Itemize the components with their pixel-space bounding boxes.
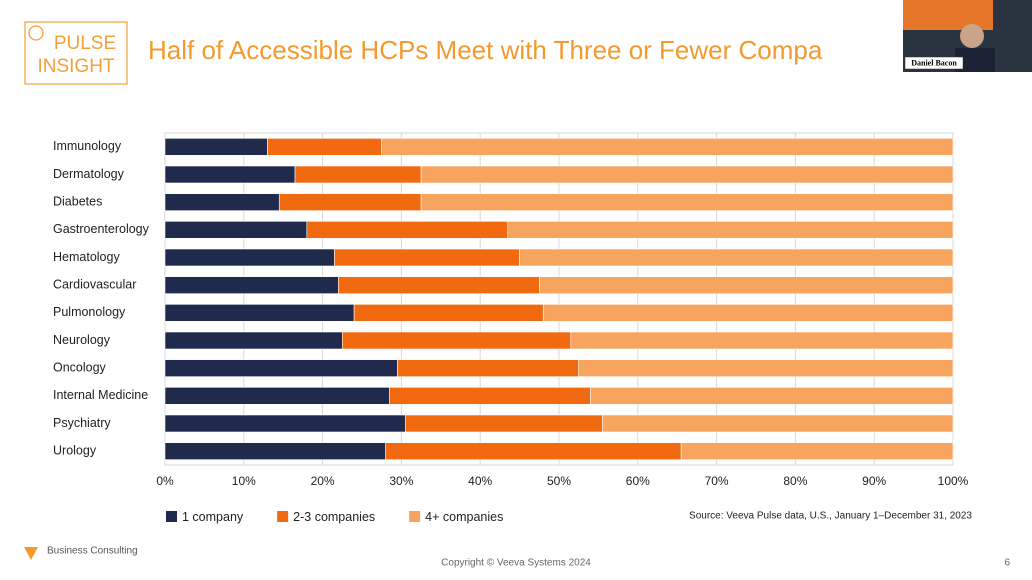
legend-label: 4+ companies	[425, 510, 503, 524]
bar-segment	[420, 165, 954, 184]
bar-segment	[164, 193, 280, 211]
bar-segment	[590, 387, 954, 405]
bar-segment	[385, 442, 682, 460]
y-tick-label: Diabetes	[53, 194, 102, 208]
bar-segment	[164, 276, 339, 294]
legend-swatch	[277, 511, 289, 522]
logo-box	[24, 21, 128, 85]
name-tag	[904, 56, 964, 70]
page-number: 6	[1004, 558, 1010, 569]
x-tick-label: 60%	[626, 474, 650, 488]
logo-text: PULSE	[54, 33, 116, 54]
y-tick-label: Psychiatry	[53, 416, 111, 430]
bar-segment	[164, 387, 390, 405]
bar-segment	[341, 331, 572, 350]
y-tick-label: Dermatology	[53, 167, 125, 181]
source-note: Source: Veeva Pulse data, U.S., January …	[689, 511, 972, 522]
bar-segment	[389, 387, 591, 405]
bar-segment	[278, 193, 422, 211]
speaker-face	[960, 24, 984, 48]
y-tick-label: Pulmonology	[53, 305, 126, 319]
bar-segment	[405, 414, 603, 433]
logo-bulb	[28, 25, 44, 41]
y-tick-label: Internal Medicine	[53, 388, 148, 402]
bar-segment	[519, 248, 954, 267]
bar-segment	[164, 138, 268, 156]
bar-segment	[164, 442, 386, 460]
legend-label: 2-3 companies	[293, 510, 375, 524]
x-tick-label: 20%	[311, 474, 335, 488]
y-tick-label: Oncology	[53, 360, 107, 374]
y-tick-label: Immunology	[53, 139, 122, 153]
x-tick-label: 50%	[547, 474, 571, 488]
bar-segment	[164, 165, 296, 184]
bar-segment	[338, 276, 540, 294]
bar-segment	[294, 165, 422, 184]
logo-text: INSIGHT	[37, 56, 114, 77]
speaker-name: Daniel Bacon	[911, 58, 957, 67]
bar-segment	[267, 138, 383, 156]
bar-segment	[507, 221, 954, 239]
bar-segment	[420, 193, 954, 211]
x-tick-label: 80%	[783, 474, 807, 488]
x-tick-label: 100%	[938, 474, 969, 488]
bar-segment	[164, 248, 335, 267]
x-tick-label: 10%	[232, 474, 256, 488]
video-banner	[903, 0, 993, 30]
legend-swatch	[409, 511, 421, 522]
bar-segment	[353, 304, 544, 322]
bar-segment	[602, 414, 954, 433]
bar-segment	[164, 304, 355, 322]
x-tick-label: 70%	[705, 474, 729, 488]
y-tick-label: Neurology	[53, 333, 111, 347]
x-tick-label: 0%	[156, 474, 174, 488]
bar-segment	[164, 359, 398, 377]
copyright: Copyright © Veeva Systems 2024	[441, 558, 591, 569]
bar-segment	[164, 221, 308, 239]
chart: 0% 10% 20% 30% 40% 50% 60% 70% 80% 90% 100% Immunol…	[53, 132, 969, 524]
bar-segment	[306, 221, 509, 239]
bar-segment	[538, 276, 954, 294]
y-tick-label: Gastroenterology	[53, 222, 150, 236]
bar-segment	[164, 331, 343, 350]
bar-segment	[164, 414, 406, 433]
slide-title: Half of Accessible HCPs Meet with Three …	[148, 35, 823, 65]
bar-segment	[397, 359, 579, 377]
bar-segment	[381, 138, 954, 156]
x-tick-label: 40%	[468, 474, 492, 488]
legend-swatch	[166, 511, 177, 522]
y-tick-label: Cardiovascular	[53, 277, 136, 291]
bar-segment	[578, 359, 954, 377]
brand-text: Business Consulting	[47, 546, 138, 557]
y-tick-label: Hematology	[53, 250, 120, 264]
y-tick-label: Urology	[53, 443, 97, 457]
brand-mark	[24, 547, 38, 560]
x-tick-label: 30%	[389, 474, 413, 488]
bar-segment	[542, 304, 954, 322]
bar-segment	[334, 248, 520, 267]
legend-label: 1 company	[182, 510, 244, 524]
bar-segment	[570, 331, 954, 350]
x-tick-label: 90%	[862, 474, 886, 488]
bar-segment	[680, 442, 954, 460]
